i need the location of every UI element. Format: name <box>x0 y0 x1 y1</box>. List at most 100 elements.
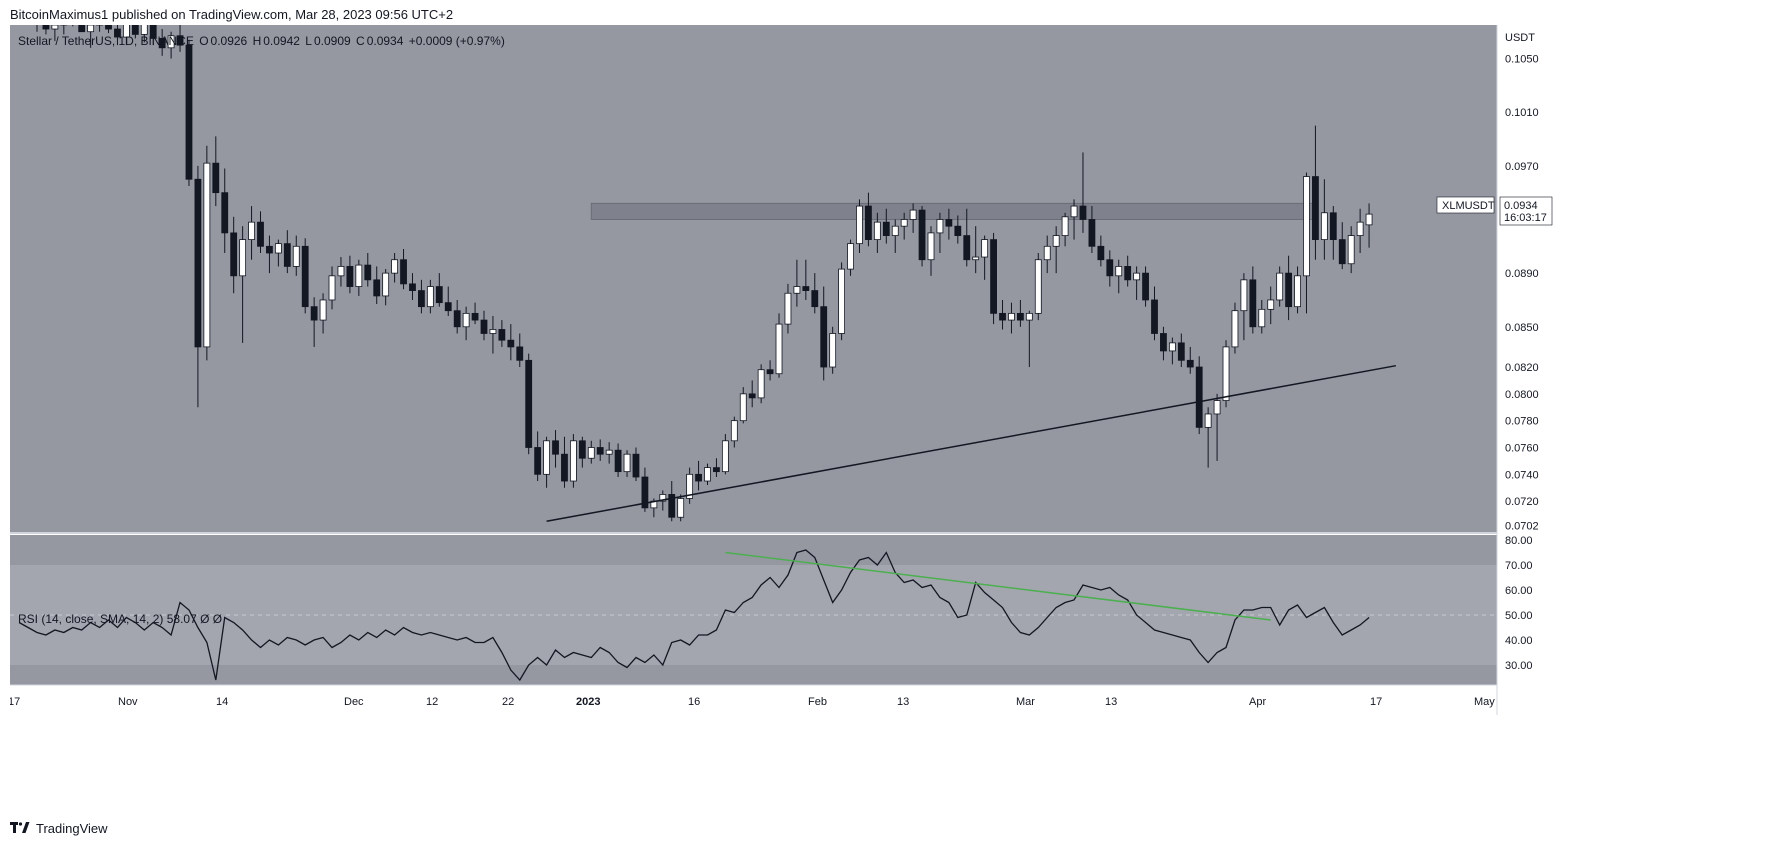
candle[interactable] <box>623 450 631 478</box>
candle[interactable] <box>1061 212 1069 247</box>
candle[interactable] <box>409 273 416 300</box>
candle[interactable] <box>972 226 980 274</box>
candle[interactable] <box>1276 266 1284 307</box>
candle[interactable] <box>167 31 175 59</box>
candle[interactable] <box>78 0 86 33</box>
candle[interactable] <box>212 136 220 207</box>
candle[interactable] <box>766 360 774 381</box>
candle[interactable] <box>704 463 711 486</box>
candle[interactable] <box>900 212 908 240</box>
candle[interactable] <box>677 494 685 522</box>
candle[interactable] <box>1213 393 1221 461</box>
candle[interactable] <box>954 215 962 244</box>
candle[interactable] <box>1249 266 1257 334</box>
candle[interactable] <box>319 293 327 334</box>
candle[interactable] <box>793 259 801 307</box>
candle[interactable] <box>114 20 121 46</box>
candle[interactable] <box>1070 199 1078 240</box>
chart-container[interactable]: 0.1050 0.1010 0.0970 0.0890 0.0850 0.0820 0.08… <box>8 0 1770 811</box>
candle[interactable] <box>1034 253 1042 321</box>
candle[interactable] <box>203 145 211 361</box>
candle[interactable] <box>292 235 300 276</box>
symbol-label[interactable]: Stellar / TetherUS, 1D, BINANCE <box>18 34 194 48</box>
candle[interactable] <box>301 238 309 314</box>
candle[interactable] <box>1142 266 1149 307</box>
candle[interactable] <box>444 286 452 317</box>
chart-svg[interactable]: 0.1050 0.1010 0.0970 0.0890 0.0850 0.0820 0.08… <box>8 0 1770 811</box>
candle[interactable] <box>1079 152 1087 233</box>
candle[interactable] <box>462 306 470 341</box>
candle[interactable] <box>1356 208 1364 254</box>
candle[interactable] <box>1115 259 1123 294</box>
candle[interactable] <box>400 248 407 290</box>
candle[interactable] <box>856 199 863 254</box>
candle[interactable] <box>507 324 515 361</box>
rsi-label[interactable]: RSI (14, close, SMA, 14, 2) <box>18 612 164 626</box>
candle[interactable] <box>695 460 702 491</box>
candle[interactable] <box>1151 286 1158 341</box>
candle[interactable] <box>882 208 890 244</box>
candle[interactable] <box>891 219 899 254</box>
candle[interactable] <box>1338 222 1346 270</box>
candle[interactable] <box>230 216 238 294</box>
candle[interactable] <box>865 192 872 247</box>
candle[interactable] <box>1025 310 1033 368</box>
candle[interactable] <box>614 443 622 478</box>
candle[interactable] <box>1160 326 1167 361</box>
candle[interactable] <box>721 434 729 475</box>
candle[interactable] <box>1267 286 1275 325</box>
candle[interactable] <box>668 481 676 522</box>
resistance-zone[interactable] <box>590 202 1316 220</box>
candle[interactable] <box>239 226 247 343</box>
candle[interactable] <box>587 440 595 464</box>
candle[interactable] <box>221 168 229 254</box>
candle[interactable] <box>516 333 524 368</box>
candle[interactable] <box>1312 125 1319 260</box>
candle[interactable] <box>1124 255 1132 287</box>
candle[interactable] <box>1008 302 1015 334</box>
candle[interactable] <box>829 326 837 374</box>
candle[interactable] <box>1365 203 1373 248</box>
candle[interactable] <box>561 436 568 488</box>
candle[interactable] <box>337 257 345 287</box>
candle[interactable] <box>543 436 550 488</box>
candle[interactable] <box>981 235 989 280</box>
candle[interactable] <box>194 165 202 408</box>
candle[interactable] <box>185 39 193 186</box>
candle[interactable] <box>990 232 997 325</box>
candle[interactable] <box>596 439 604 461</box>
candle[interactable] <box>1195 356 1203 435</box>
candle[interactable] <box>1329 206 1337 260</box>
candle[interactable] <box>257 211 264 254</box>
candle[interactable] <box>426 279 434 314</box>
candle[interactable] <box>525 353 533 455</box>
candle[interactable] <box>498 320 506 347</box>
candle[interactable] <box>1168 337 1176 365</box>
candle[interactable] <box>775 313 783 378</box>
candle[interactable] <box>1285 255 1292 321</box>
candle[interactable] <box>802 259 810 300</box>
candle[interactable] <box>1133 266 1141 300</box>
candle[interactable] <box>453 299 461 334</box>
candle[interactable] <box>936 212 944 254</box>
candle[interactable] <box>435 273 443 307</box>
candle[interactable] <box>1017 299 1024 327</box>
candle[interactable] <box>686 467 694 504</box>
candle[interactable] <box>1088 206 1096 254</box>
candle[interactable] <box>382 269 390 306</box>
candle[interactable] <box>713 458 720 478</box>
candle[interactable] <box>945 208 953 240</box>
candle[interactable] <box>1052 226 1060 274</box>
candle[interactable] <box>999 299 1006 330</box>
candle[interactable] <box>310 297 318 347</box>
candle[interactable] <box>471 302 479 325</box>
candle[interactable] <box>534 431 542 482</box>
candle[interactable] <box>1347 226 1355 274</box>
candle[interactable] <box>578 436 586 468</box>
candle[interactable] <box>176 25 184 52</box>
candle[interactable] <box>757 364 765 404</box>
candle[interactable] <box>784 283 792 334</box>
candle[interactable] <box>632 447 640 482</box>
candle[interactable] <box>730 416 738 448</box>
candle[interactable] <box>1177 333 1185 368</box>
